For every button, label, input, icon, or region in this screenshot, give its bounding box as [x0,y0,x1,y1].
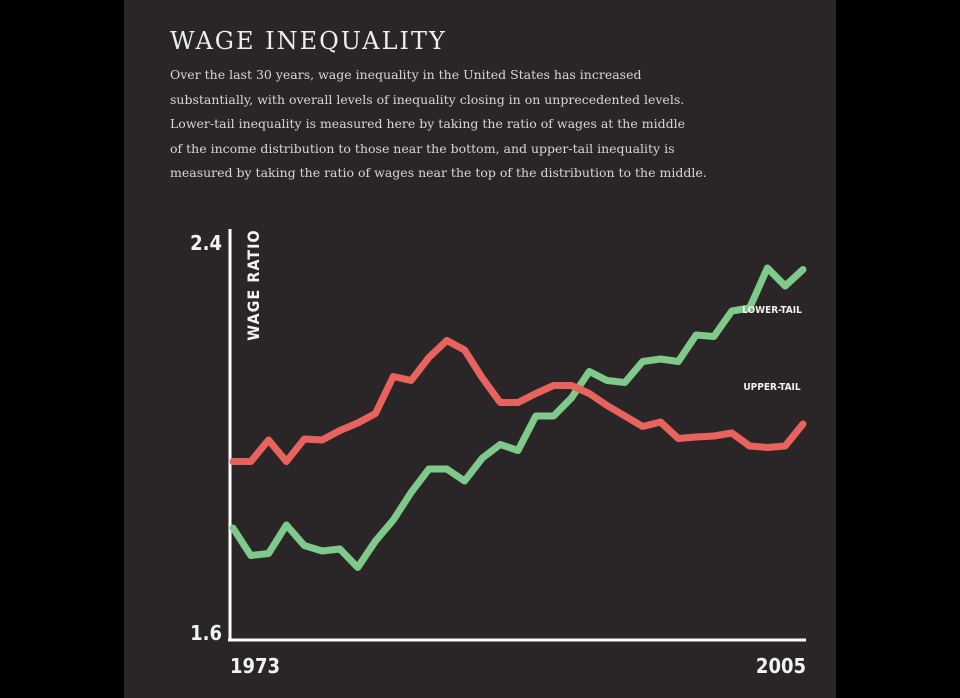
y-tick-label: 2.4 [190,231,222,255]
series-label-lower-tail: LOWER-TAIL [742,305,802,316]
series-line-upper-tail [229,337,807,465]
description-line: substantially, with overall levels of in… [170,91,685,107]
x-tick-label: 1973 [230,654,280,678]
series-label-upper-tail: UPPER-TAIL [743,382,800,393]
description-line: Over the last 30 years, wage inequality … [170,67,642,82]
y-tick-label: 1.6 [190,621,222,645]
y-axis-label: WAGE RATIO [244,229,263,340]
description-line: measured by taking the ratio of wages ne… [170,165,707,180]
description-line: Lower-tail inequality is measured here b… [170,116,685,131]
description-line: of the income distribution to those near… [170,140,675,156]
chart-panel [124,0,836,698]
series-line-lower-tail [229,264,807,571]
chart-description: Over the last 30 years, wage inequality … [170,63,832,186]
chart-title: WAGE INEQUALITY [170,27,447,55]
x-tick-label: 2005 [756,654,806,678]
